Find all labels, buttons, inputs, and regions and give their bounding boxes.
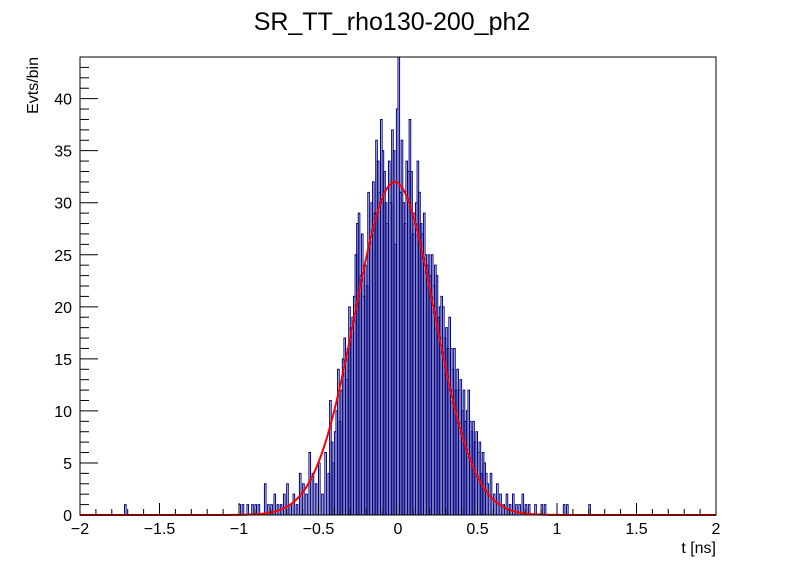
x-tick-label: 1.5 xyxy=(625,521,647,538)
histogram-layer xyxy=(124,56,591,515)
histogram-bin xyxy=(486,483,490,515)
histogram-bin xyxy=(292,493,296,515)
histogram-bin xyxy=(283,493,286,515)
histogram-bin xyxy=(311,472,315,515)
histogram-bin xyxy=(305,493,308,515)
histogram-bin xyxy=(257,504,261,515)
histogram-bin xyxy=(521,493,525,515)
x-tick-label: 0.5 xyxy=(466,521,488,538)
histogram-bin xyxy=(267,504,270,515)
histogram-bin xyxy=(289,504,292,515)
x-tick-label: −0.5 xyxy=(303,521,335,538)
histogram-bin xyxy=(502,504,506,515)
histogram-bin xyxy=(251,504,254,515)
y-axis-label: Evts/bin xyxy=(25,57,42,114)
histogram-bin xyxy=(241,504,245,515)
x-tick-label: −2 xyxy=(71,521,89,538)
histogram-bin xyxy=(489,472,493,515)
x-tick-label: 0 xyxy=(394,521,403,538)
histogram-bin xyxy=(527,504,531,515)
y-tick-label: 30 xyxy=(54,196,72,213)
histogram-bin xyxy=(562,504,566,515)
histogram-bin xyxy=(302,483,305,515)
histogram-bin xyxy=(543,504,547,515)
x-tick-label: −1 xyxy=(230,521,248,538)
histogram-bin xyxy=(124,504,127,515)
y-tick-label: 40 xyxy=(54,92,72,109)
chart-title: SR_TT_rho130-200_ph2 xyxy=(254,8,531,36)
histogram-bin xyxy=(263,483,267,515)
y-tick-label: 35 xyxy=(54,144,72,161)
y-tick-label: 0 xyxy=(63,508,72,525)
x-tick-label: 1 xyxy=(553,521,562,538)
histogram-bin xyxy=(496,483,499,515)
histogram-bin xyxy=(295,504,299,515)
histogram-bin xyxy=(246,504,250,515)
x-tick-label: −1.5 xyxy=(144,521,176,538)
histogram-bin xyxy=(314,483,318,515)
histogram-bin xyxy=(321,493,324,515)
histogram-bin xyxy=(511,493,515,515)
histogram-bin xyxy=(492,493,496,515)
histogram-bin xyxy=(505,493,509,515)
y-tick-label: 20 xyxy=(54,300,72,317)
histogram-bin xyxy=(534,504,537,515)
y-tick-label: 5 xyxy=(63,456,72,473)
y-tick-label: 10 xyxy=(54,404,72,421)
histogram-bin xyxy=(286,483,289,515)
histogram-bin xyxy=(515,504,518,515)
histogram-bin xyxy=(566,504,569,515)
x-tick-label: 2 xyxy=(712,521,721,538)
histogram-bin xyxy=(324,452,327,515)
y-tick-label: 15 xyxy=(54,352,72,369)
histogram-bin xyxy=(518,504,521,515)
x-axis-label: t [ns] xyxy=(681,540,716,557)
y-tick-label: 25 xyxy=(54,248,72,265)
histogram-bin xyxy=(273,493,277,515)
